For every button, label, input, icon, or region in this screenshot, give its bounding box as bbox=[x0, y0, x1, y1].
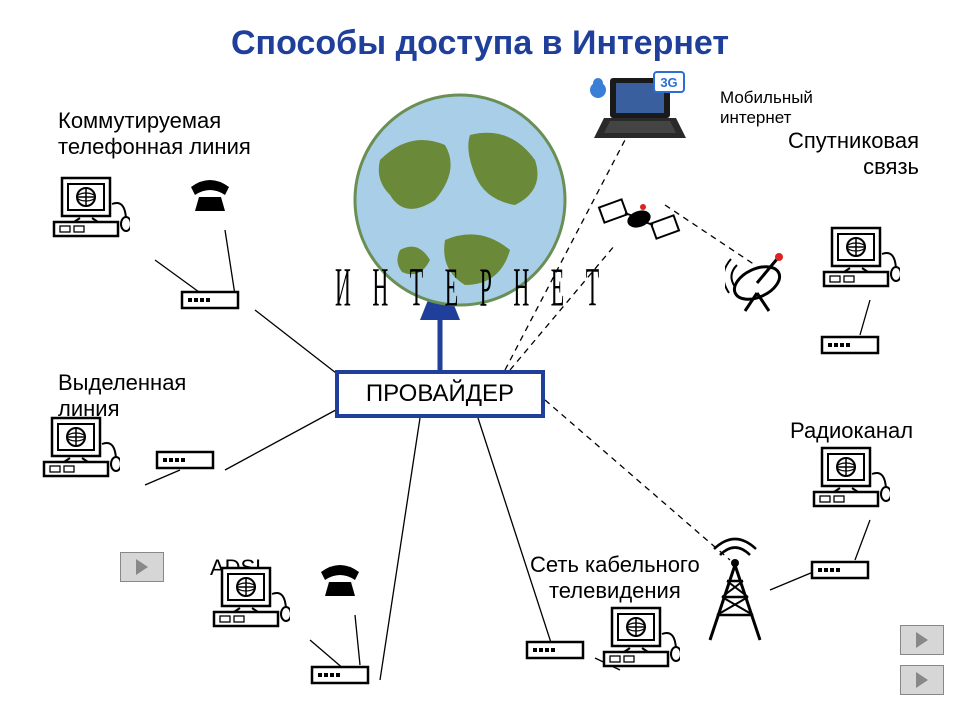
computer-icon bbox=[600, 604, 680, 676]
computer-icon bbox=[40, 414, 120, 486]
computer-icon bbox=[820, 224, 900, 296]
radio-tower bbox=[700, 535, 770, 650]
computer-icon bbox=[50, 174, 130, 246]
leased-computer bbox=[40, 414, 120, 491]
modem-icon bbox=[155, 448, 215, 472]
radio-computer bbox=[810, 444, 890, 521]
sat-modem bbox=[820, 333, 880, 362]
cable-modem bbox=[525, 638, 585, 667]
play-icon bbox=[136, 559, 148, 575]
provider-label: ПРОВАЙДЕР bbox=[366, 380, 514, 408]
dialup-phone bbox=[185, 177, 235, 218]
modem-icon bbox=[180, 288, 240, 312]
internet-label: И Н Т Е Р Н Е Т bbox=[335, 256, 607, 321]
adsl-phone bbox=[315, 562, 365, 603]
modem-icon bbox=[310, 663, 370, 687]
provider-box: ПРОВАЙДЕР bbox=[335, 370, 545, 418]
mobile-laptop: 3G bbox=[590, 70, 690, 155]
computer-icon bbox=[210, 564, 290, 636]
radio-tower-icon bbox=[700, 535, 770, 645]
phone-icon bbox=[185, 177, 235, 213]
sat-dish bbox=[725, 245, 795, 320]
dialup-modem bbox=[180, 288, 240, 317]
adsl-computer bbox=[210, 564, 290, 641]
label-dialup: Коммутируемаятелефонная линия bbox=[58, 108, 251, 161]
svg-text:3G: 3G bbox=[660, 75, 677, 90]
satellite-dish-icon bbox=[725, 245, 795, 315]
label-sat: Спутниковаясвязь bbox=[788, 128, 919, 181]
computer-icon bbox=[810, 444, 890, 516]
cable-computer bbox=[600, 604, 680, 681]
satellite-icon bbox=[595, 185, 685, 255]
sat-computer bbox=[820, 224, 900, 301]
nav-next-button[interactable] bbox=[120, 552, 164, 582]
dialup-computer bbox=[50, 174, 130, 251]
label-cable: Сеть кабельноготелевидения bbox=[530, 552, 700, 605]
modem-icon bbox=[810, 558, 870, 582]
label-mobile: Мобильныйинтернет bbox=[720, 88, 813, 129]
page-title: Способы доступа в Интернет bbox=[0, 24, 960, 63]
modem-icon bbox=[525, 638, 585, 662]
play-icon bbox=[916, 632, 928, 648]
radio-modem bbox=[810, 558, 870, 587]
nav-next-button[interactable] bbox=[900, 665, 944, 695]
modem-icon bbox=[820, 333, 880, 357]
label-radio: Радиоканал bbox=[790, 418, 913, 444]
leased-modem bbox=[155, 448, 215, 477]
adsl-modem bbox=[310, 663, 370, 692]
satellite bbox=[595, 185, 685, 260]
play-icon bbox=[916, 672, 928, 688]
phone-icon bbox=[315, 562, 365, 598]
nav-next-button[interactable] bbox=[900, 625, 944, 655]
laptop-3g-icon: 3G bbox=[590, 70, 690, 150]
